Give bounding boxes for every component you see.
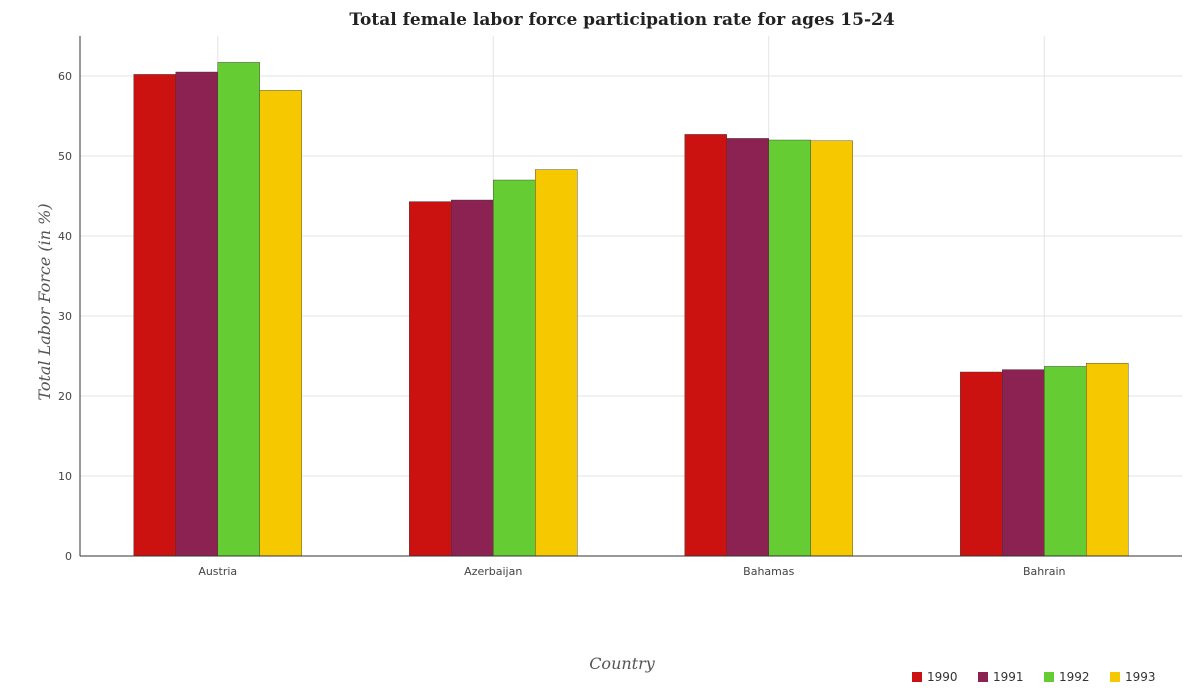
bar-bahamas-1992 <box>768 139 811 557</box>
bar-bahrain-1992 <box>1044 366 1087 557</box>
legend-label-1991: 1991 <box>993 670 1024 684</box>
bar-bahrain-1991 <box>1002 369 1045 557</box>
legend: 1990 1991 1992 1993 <box>912 670 1156 684</box>
bar-austria-1992 <box>217 62 260 557</box>
bar-austria-1990 <box>133 74 176 557</box>
bar-azerbaijan-1991 <box>451 199 494 557</box>
y-tick-label: 40 <box>58 230 72 243</box>
bar-bahrain-1993 <box>1086 363 1129 557</box>
bar-azerbaijan-1993 <box>535 169 578 557</box>
legend-label-1990: 1990 <box>927 670 958 684</box>
bars <box>133 62 1129 557</box>
y-tick-label: 10 <box>58 470 72 483</box>
bar-bahamas-1991 <box>726 138 769 557</box>
y-tick-label: 0 <box>65 550 72 563</box>
y-tick-label: 60 <box>58 70 72 83</box>
y-tick-label: 20 <box>58 390 72 403</box>
bar-austria-1991 <box>175 71 218 557</box>
bar-azerbaijan-1990 <box>409 201 452 557</box>
bar-bahamas-1993 <box>810 140 853 557</box>
y-tick-label: 50 <box>58 150 72 163</box>
legend-swatch-1992 <box>1044 672 1054 682</box>
bar-austria-1993 <box>259 90 302 557</box>
x-tick-label: Bahamas <box>743 565 794 578</box>
legend-label-1992: 1992 <box>1059 670 1090 684</box>
legend-swatch-1993 <box>1110 672 1120 682</box>
legend-label-1993: 1993 <box>1125 670 1156 684</box>
chart-title: Total female labor force participation r… <box>349 10 895 30</box>
legend-swatch-1990 <box>912 672 922 682</box>
x-axis-label: Country <box>589 654 656 673</box>
axes: 0 10 20 30 40 50 60 Austria Azerbaijan Bahamas Bah… <box>58 36 1182 578</box>
bar-bahamas-1990 <box>684 134 727 557</box>
y-tick-label: 30 <box>58 310 72 323</box>
bar-azerbaijan-1992 <box>493 179 536 557</box>
x-tick-label: Austria <box>198 565 237 578</box>
bar-bahrain-1990 <box>960 371 1003 557</box>
y-axis-label: Total Labor Force (in %) <box>35 203 54 400</box>
x-tick-label: Bahrain <box>1023 565 1066 578</box>
x-tick-label: Azerbaijan <box>464 565 522 578</box>
legend-swatch-1991 <box>978 672 988 682</box>
